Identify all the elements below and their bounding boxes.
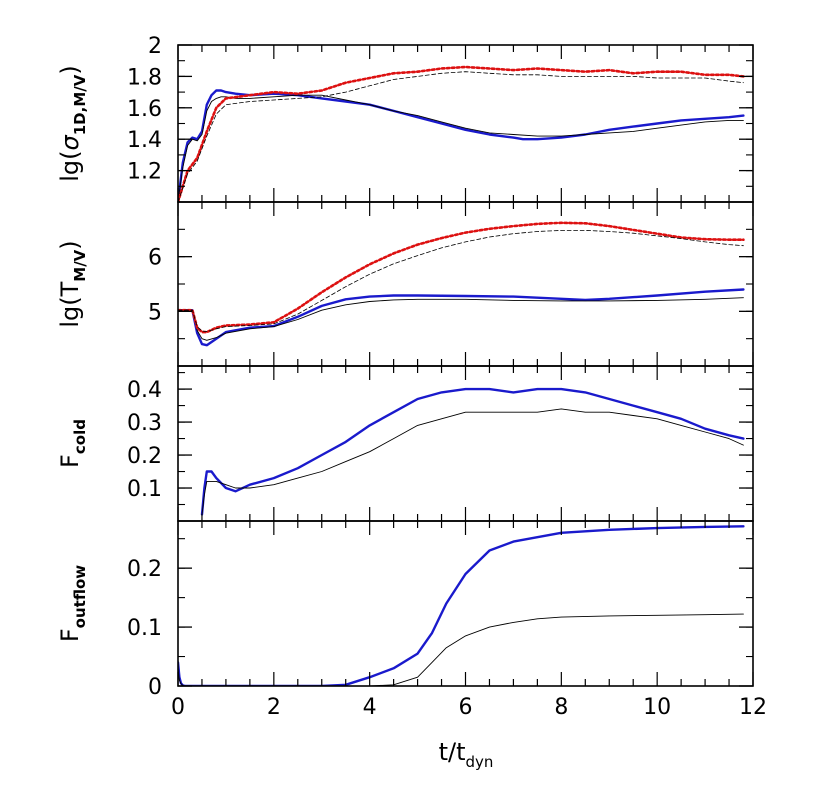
y-axis-label-part: lg(	[56, 150, 84, 181]
x-axis: t/tdyn 0 2 4 6 8 10 12	[171, 695, 767, 771]
y-tick-label-foutflow: 0.2	[127, 557, 162, 582]
panel-fcold: 0.1 0.2 0.3 0.4 Fcold	[56, 365, 754, 522]
x-tick-label: 0	[171, 695, 185, 720]
x-tick-label: 2	[267, 695, 281, 720]
x-tick-label: 12	[739, 695, 767, 720]
y-tick-label-sigma: 1.2	[127, 160, 162, 185]
y-tick-label-sigma: 1.6	[127, 97, 162, 122]
y-axis-label-part: outflow	[71, 565, 89, 629]
panel-series-temperature	[178, 221, 745, 347]
x-tick-label: 10	[643, 695, 671, 720]
x-axis-label-sub: dyn	[466, 753, 494, 771]
y-axis-label-fcold: Fcold	[56, 419, 89, 468]
y-tick-label-fcold: 0.3	[127, 411, 162, 436]
series-line-foutflow-mass-thin	[178, 613, 744, 686]
y-axis-label-part: )	[56, 65, 84, 74]
series-line-sigma-mass-thin	[178, 94, 744, 202]
y-axis-label-part: lg(T	[56, 281, 84, 327]
panel-foutflow: 0 0.1 0.2 Foutflow	[56, 520, 754, 700]
y-tick-label-foutflow: 0.1	[127, 616, 162, 641]
y-tick-label-temperature: 6	[148, 246, 162, 271]
y-axis-label-part: 1D,M/V	[71, 74, 89, 135]
y-tick-label-sigma: 1.8	[127, 65, 162, 90]
y-axis-label-part: cold	[71, 419, 89, 454]
y-tick-label-fcold: 0.4	[127, 378, 162, 403]
series-line-fcold-mass-thick	[200, 387, 745, 516]
series-line-temperature-mass-thick	[178, 288, 745, 347]
panel-series-foutflow	[178, 525, 745, 686]
series-line-sigma-vol-thin	[178, 71, 744, 202]
y-tick-label-sigma: 1.4	[127, 128, 162, 153]
panel-frame-foutflow	[177, 520, 754, 687]
y-axis-label-part: F	[56, 628, 84, 642]
y-axis-label-part: M/V	[71, 249, 89, 281]
panel-series-sigma	[178, 65, 745, 202]
x-axis-label: t/tdyn	[439, 738, 494, 771]
series-line-sigma-vol-thick	[178, 65, 745, 202]
y-axis-label-temperature: lg(TM/V)	[56, 240, 89, 327]
panel-frame-sigma	[177, 44, 754, 203]
panel-sigma: 1.2 1.4 1.6 1.8 2 lg(σ1D,M/V)	[56, 34, 754, 203]
series-line-fcold-mass-thin	[201, 408, 744, 515]
y-axis-label-sigma: lg(σ1D,M/V)	[56, 65, 89, 181]
series-line-temperature-mass-thin	[178, 297, 744, 341]
y-axis-label-part: σ	[56, 134, 84, 150]
series-line-temperature-vol-thick	[178, 221, 745, 334]
y-tick-label-fcold: 0.1	[127, 477, 162, 502]
y-tick-label-temperature: 5	[148, 300, 162, 325]
panel-series-fcold	[200, 387, 745, 516]
y-tick-label-fcold: 0.2	[127, 444, 162, 469]
x-axis-label-main: t/t	[439, 738, 466, 766]
x-tick-label: 8	[554, 695, 568, 720]
y-tick-label-foutflow: 0	[148, 675, 162, 700]
y-axis-label-part: F	[56, 454, 84, 468]
x-tick-label: 4	[363, 695, 377, 720]
panel-temperature: 5 6 lg(TM/V)	[56, 201, 754, 367]
y-axis-label-foutflow: Foutflow	[56, 565, 89, 642]
x-tick-label: 6	[459, 695, 473, 720]
series-line-foutflow-mass-thick	[178, 525, 745, 686]
series-line-sigma-mass-thick	[178, 89, 745, 202]
y-tick-label-sigma: 2	[148, 34, 162, 59]
y-axis-label-part: )	[56, 240, 84, 249]
series-line-temperature-vol-thin	[178, 230, 744, 332]
panels-layer: 1.2 1.4 1.6 1.8 2 lg(σ1D,M/V) 5 6 lg(TM/V) 0.1 0.2…	[56, 34, 754, 700]
panel-frame-temperature	[177, 201, 754, 367]
